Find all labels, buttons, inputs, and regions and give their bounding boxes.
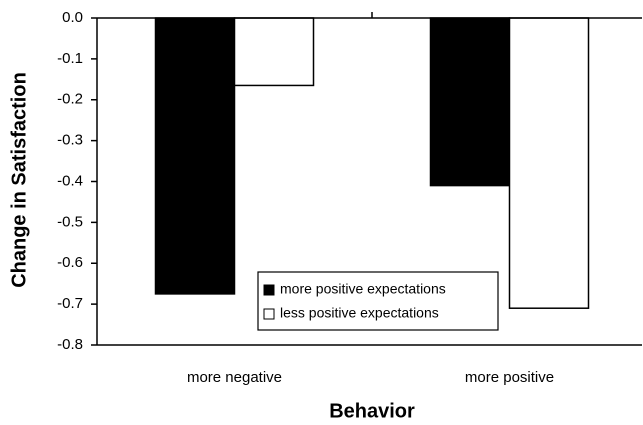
x-tick-label: more negative [187, 369, 282, 386]
bar [233, 17, 315, 87]
bar [429, 17, 511, 187]
y-tick-label: 0.0 [62, 9, 83, 26]
legend-label: less positive expectations [280, 305, 439, 321]
x-axis-title: Behavior [329, 400, 415, 422]
legend-swatch [263, 284, 275, 296]
y-tick-label: -0.7 [57, 295, 83, 312]
legend-box [257, 271, 499, 331]
legend-label: more positive expectations [280, 281, 446, 297]
x-tick-label: more positive [465, 369, 554, 386]
y-axis-title: Change in Satisfaction [8, 72, 30, 288]
y-tick-label: -0.8 [57, 336, 83, 353]
y-tick-label: -0.1 [57, 50, 83, 67]
bar [508, 17, 590, 309]
y-tick-label: -0.6 [57, 254, 83, 271]
legend-swatch [263, 308, 275, 320]
bar [154, 17, 236, 295]
y-tick-label: -0.2 [57, 91, 83, 108]
y-tick-label: -0.5 [57, 213, 83, 230]
y-tick-label: -0.4 [57, 172, 83, 189]
y-tick-label: -0.3 [57, 132, 83, 149]
